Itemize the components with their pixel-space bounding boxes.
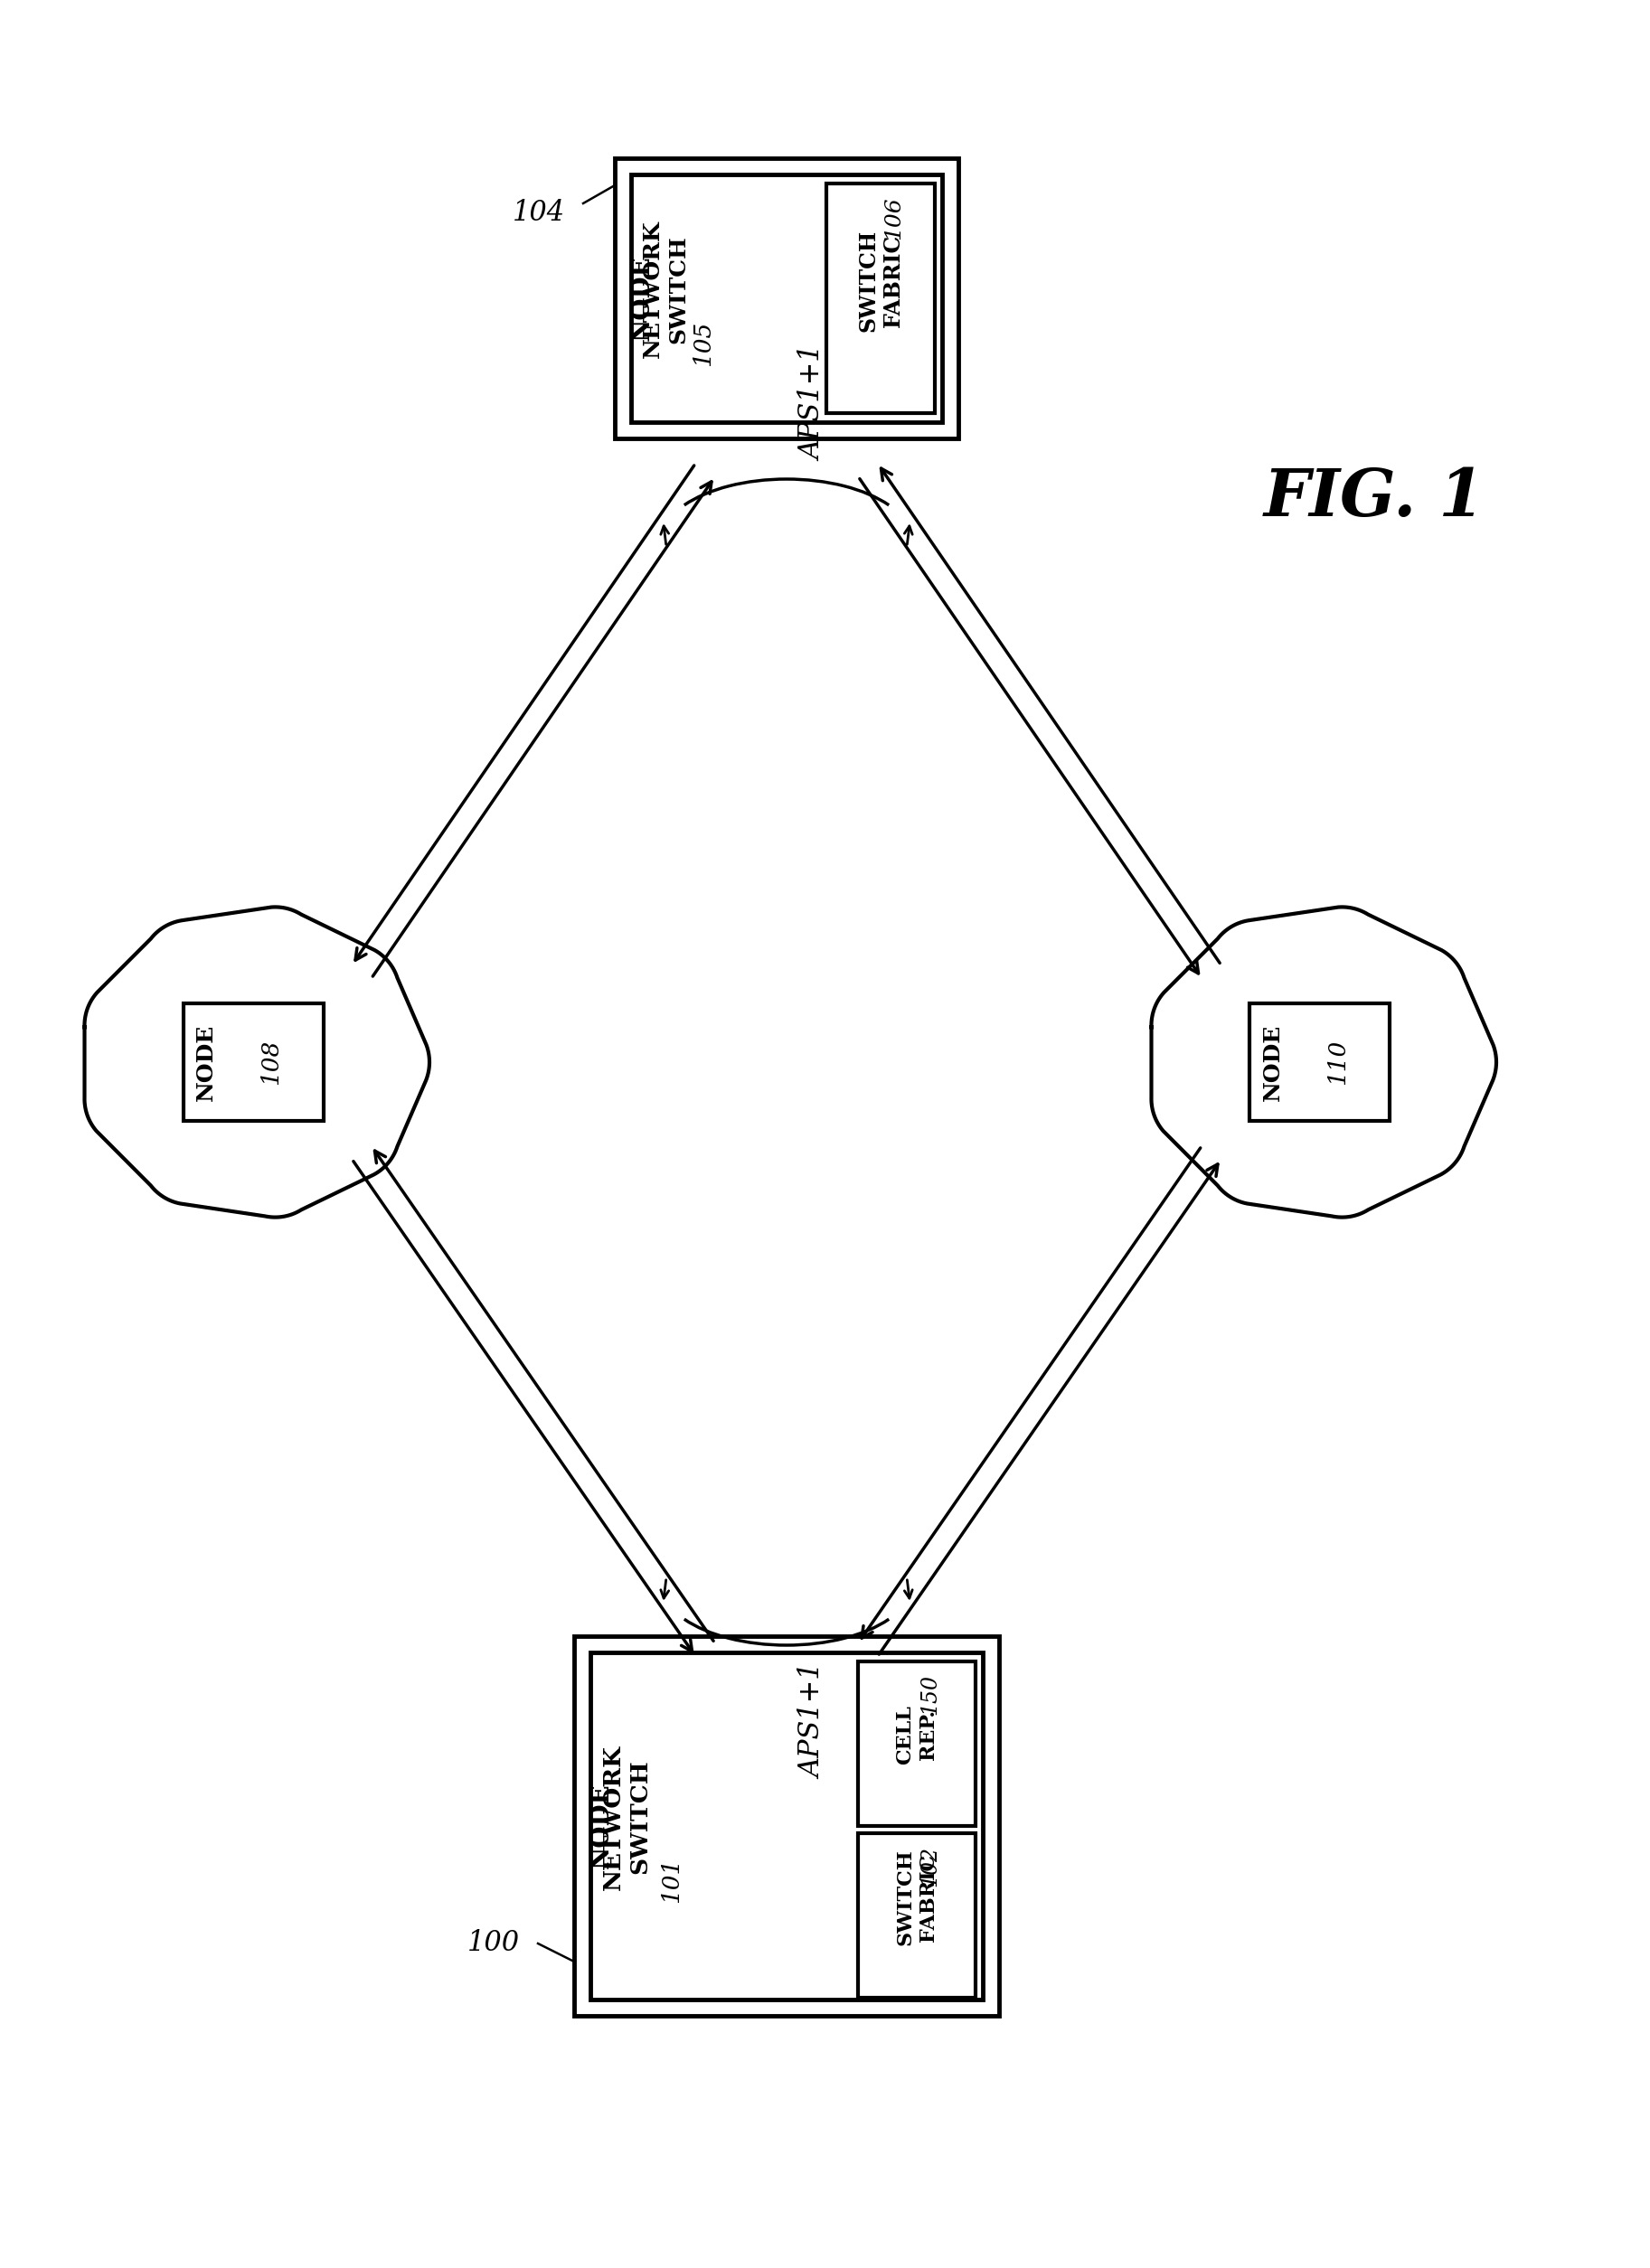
Polygon shape — [1152, 907, 1497, 1218]
Text: NODE: NODE — [630, 256, 653, 340]
Text: 150: 150 — [921, 1674, 940, 1715]
Text: 108: 108 — [261, 1039, 282, 1084]
Bar — [591, 1653, 983, 2000]
Bar — [183, 1002, 323, 1120]
Text: 110: 110 — [1327, 1039, 1350, 1084]
Text: SWITCH
FABRIC: SWITCH FABRIC — [896, 1848, 939, 1946]
Bar — [574, 1635, 998, 2016]
Text: APS1+1: APS1+1 — [800, 1662, 828, 1778]
Text: NODE: NODE — [195, 1023, 216, 1100]
Text: 101: 101 — [660, 1857, 683, 1903]
Text: SWITCH
FABRIC: SWITCH FABRIC — [858, 229, 904, 331]
Bar — [827, 184, 936, 413]
Text: 106: 106 — [884, 197, 904, 240]
Text: NETWORK
SWITCH: NETWORK SWITCH — [602, 1744, 652, 1889]
Bar — [615, 159, 959, 438]
Text: 104: 104 — [513, 197, 564, 227]
Bar — [858, 1833, 975, 1998]
Text: FIG. 1: FIG. 1 — [1264, 465, 1485, 528]
Bar — [858, 1662, 975, 1826]
Bar — [1251, 1002, 1389, 1120]
Text: NODE: NODE — [1262, 1023, 1284, 1100]
Text: 105: 105 — [691, 320, 714, 365]
Text: 102: 102 — [921, 1846, 940, 1887]
Text: NETWORK
SWITCH: NETWORK SWITCH — [642, 220, 688, 358]
Text: APS1+1: APS1+1 — [800, 345, 828, 460]
Text: CELL
REP.: CELL REP. — [896, 1706, 939, 1765]
Polygon shape — [84, 907, 429, 1218]
Text: 100: 100 — [467, 1930, 520, 1957]
Bar — [630, 175, 942, 422]
Text: NODE: NODE — [589, 1783, 614, 1869]
